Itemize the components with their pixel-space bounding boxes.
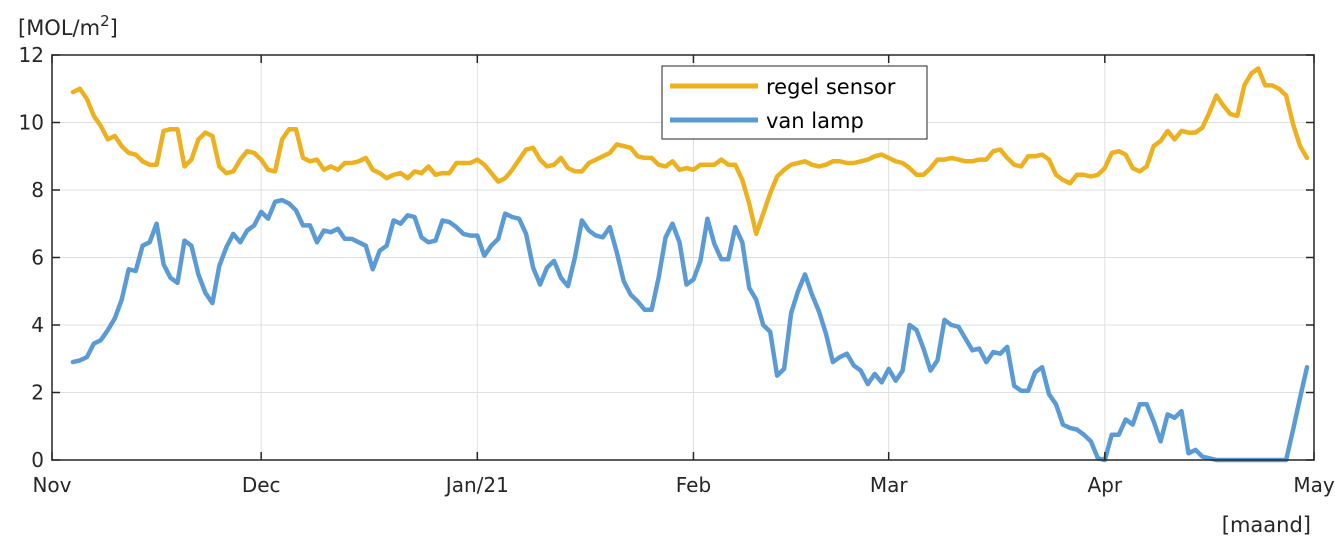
x-tick-label: Jan/21 (444, 473, 509, 497)
y-tick-label: 4 (31, 313, 44, 337)
y-axis-label-main: [MOL/m (18, 16, 100, 40)
series-line-van-lamp (70, 197, 1310, 463)
legend: regel sensor van lamp (661, 65, 928, 140)
y-tick-label: 2 (31, 381, 44, 405)
x-tick-label: Feb (676, 473, 711, 497)
y-tick-label: 6 (31, 246, 44, 270)
y-tick-label: 0 (31, 448, 44, 472)
y-tick-label: 12 (19, 43, 44, 67)
x-tick-label: Dec (242, 473, 281, 497)
x-tick-label: May (1293, 473, 1335, 497)
x-tick-label: Apr (1088, 473, 1123, 497)
y-axis-label: [MOL/m2] (18, 12, 118, 40)
y-tick-label: 10 (19, 111, 44, 135)
y-tick-label: 8 (31, 178, 44, 202)
axis-ticks (51, 54, 1315, 461)
series-line-regel-sensor (70, 66, 1310, 237)
legend-box (661, 65, 928, 140)
x-tick-label: Nov (32, 473, 71, 497)
x-axis-label: [maand] (1222, 513, 1311, 537)
series-layer (70, 66, 1310, 463)
y-axis-label-end: ] (110, 16, 118, 40)
legend-label-regel-sensor: regel sensor (766, 75, 896, 99)
y-axis-label-superscript: 2 (100, 12, 110, 30)
x-tick-label: Mar (870, 473, 909, 497)
legend-label-van-lamp: van lamp (766, 109, 864, 133)
